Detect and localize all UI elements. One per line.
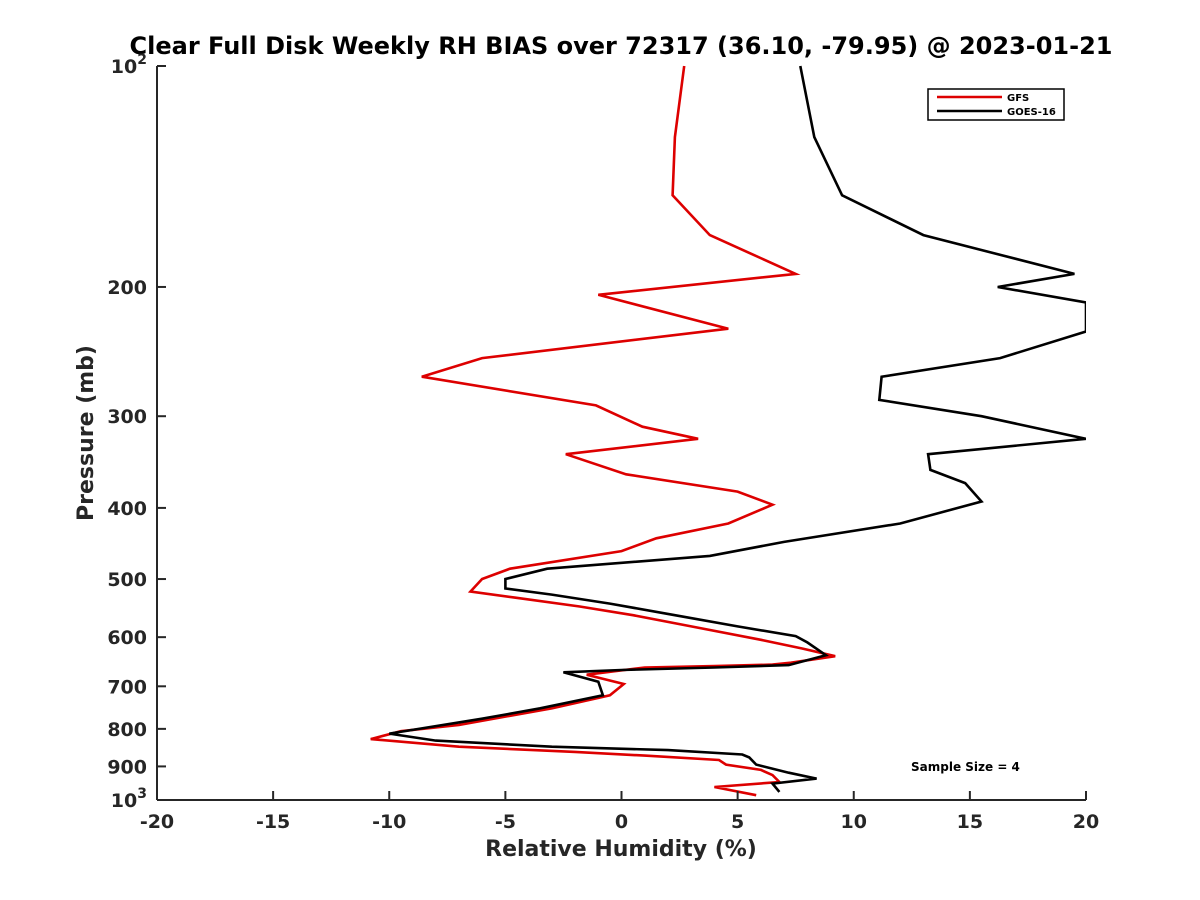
legend-label-gfs: GFS <box>1007 93 1029 104</box>
y-tick-label: 400 <box>107 498 147 520</box>
series-line-goes-16 <box>389 65 1086 793</box>
series-line-gfs <box>370 65 836 797</box>
x-tick-label: -10 <box>372 811 406 833</box>
y-ticks: 102 200 300 400 500 600 700 800 900 103 <box>107 52 166 812</box>
x-ticks: -20 -15 -10 -5 0 5 10 15 20 <box>140 791 1099 833</box>
y-tick-label: 600 <box>107 627 147 649</box>
x-axis-label: Relative Humidity (%) <box>485 837 757 862</box>
y-tick-label: 700 <box>107 676 147 698</box>
y-axis-label: Pressure (mb) <box>74 345 99 521</box>
x-tick-label: 10 <box>841 811 867 833</box>
y-tick-label: 300 <box>107 406 147 428</box>
x-tick-label: 0 <box>615 811 628 833</box>
x-tick-label: 20 <box>1073 811 1099 833</box>
x-tick-label: 15 <box>957 811 983 833</box>
sample-size-annotation: Sample Size = 4 <box>911 760 1020 774</box>
y-tick-label: 103 <box>111 786 147 812</box>
y-tick-label: 900 <box>107 756 147 778</box>
x-tick-label: -5 <box>495 811 516 833</box>
x-tick-label: 5 <box>731 811 744 833</box>
x-tick-label: -15 <box>256 811 290 833</box>
legend-label-goes16: GOES-16 <box>1007 107 1056 118</box>
legend-box <box>927 88 1065 121</box>
y-tick-label: 200 <box>107 277 147 299</box>
y-tick-label: 500 <box>107 569 147 591</box>
legend: GFS GOES-16 <box>927 88 1065 121</box>
chart-title: Clear Full Disk Weekly RH BIAS over 7231… <box>130 32 1113 60</box>
series-layer <box>370 65 1086 797</box>
plot-area <box>157 66 1086 800</box>
x-tick-label: -20 <box>140 811 174 833</box>
y-tick-label: 102 <box>111 52 147 78</box>
y-tick-label: 800 <box>107 719 147 741</box>
